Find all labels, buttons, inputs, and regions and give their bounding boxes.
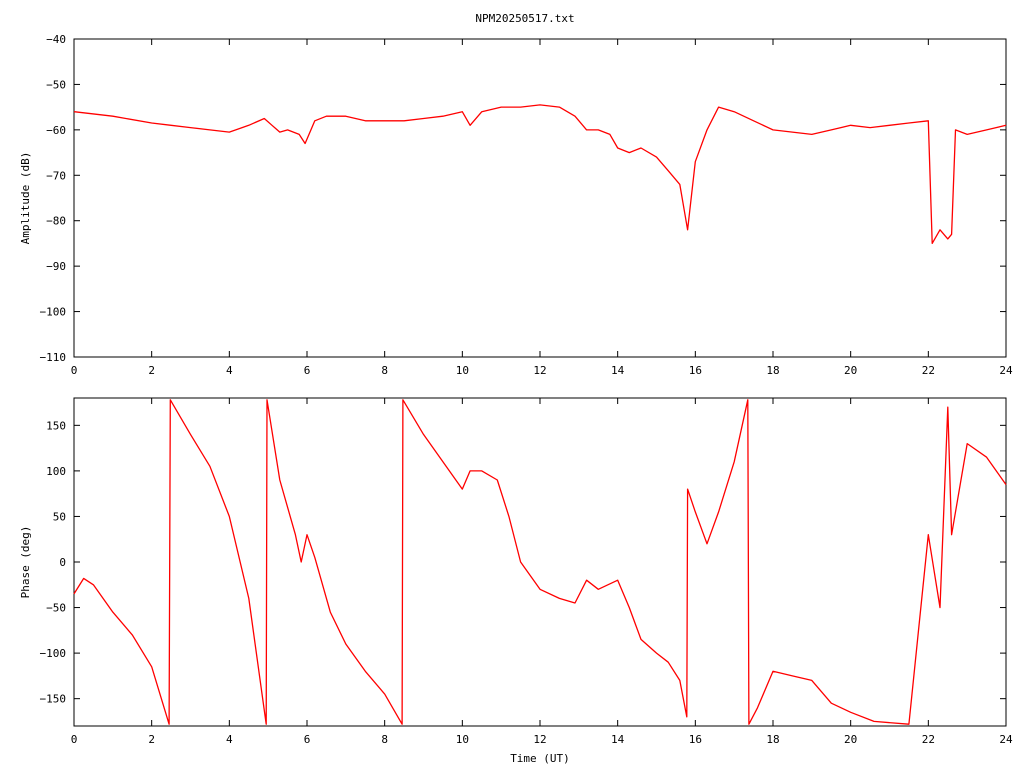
x-tick-label: 6 [304, 733, 311, 746]
x-tick-label: 2 [148, 733, 155, 746]
x-tick-label: 16 [689, 733, 702, 746]
y-tick-label: −50 [46, 602, 66, 615]
x-tick-label: 4 [226, 733, 233, 746]
series-line [73, 104, 1007, 245]
x-tick-label: 20 [844, 733, 857, 746]
x-tick-label: 0 [71, 733, 78, 746]
x-tick-label: 6 [304, 364, 311, 377]
x-tick-label: 18 [766, 733, 779, 746]
y-tick-label: −80 [46, 215, 66, 228]
y-axis-label: Phase (deg) [19, 526, 32, 599]
x-tick-label: 8 [381, 733, 388, 746]
x-tick-label: 10 [456, 733, 469, 746]
amplitude-plot: 0 2 4 6 8 10 12 14 16 18 20 22 24−40−50−60−70−80−90−… [19, 33, 1013, 377]
y-axis-label: Amplitude (dB) [19, 152, 32, 245]
x-tick-label: 2 [148, 364, 155, 377]
y-tick-label: −150 [40, 693, 67, 706]
x-tick-label: 10 [456, 364, 469, 377]
x-tick-label: 12 [533, 364, 546, 377]
x-tick-label: 4 [226, 364, 233, 377]
series-line [73, 399, 1007, 725]
phase-plot: 0 2 4 6 8 10 12 14 16 18 20 22 24150100500−50−100−15… [19, 397, 1013, 765]
x-tick-label: 24 [999, 364, 1013, 377]
y-tick-label: 50 [53, 510, 66, 523]
x-tick-label: 14 [611, 364, 625, 377]
y-tick-label: 150 [46, 419, 66, 432]
x-axis-label: Time (UT) [510, 752, 570, 765]
y-tick-label: −110 [40, 351, 67, 364]
x-tick-label: 22 [922, 733, 935, 746]
y-tick-label: 100 [46, 465, 66, 478]
x-tick-label: 16 [689, 364, 702, 377]
y-tick-label: −100 [40, 647, 67, 660]
x-tick-label: 14 [611, 733, 625, 746]
x-tick-label: 0 [71, 364, 78, 377]
y-tick-label: −70 [46, 169, 66, 182]
x-tick-label: 8 [381, 364, 388, 377]
x-tick-label: 20 [844, 364, 857, 377]
x-tick-label: 12 [533, 733, 546, 746]
y-tick-label: −100 [40, 306, 67, 319]
y-tick-label: −50 [46, 78, 66, 91]
x-tick-label: 18 [766, 364, 779, 377]
y-tick-label: 0 [59, 556, 66, 569]
x-tick-label: 24 [999, 733, 1013, 746]
x-tick-label: 22 [922, 364, 935, 377]
y-tick-label: −60 [46, 124, 66, 137]
y-tick-label: −40 [46, 33, 66, 46]
chart-title: NPM20250517.txt [475, 12, 574, 25]
y-tick-label: −90 [46, 260, 66, 273]
